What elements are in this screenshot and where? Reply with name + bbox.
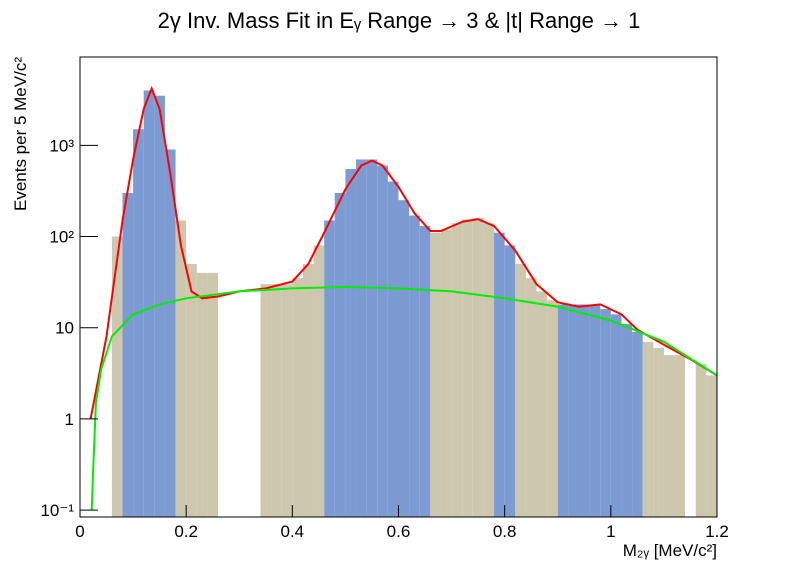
bar — [154, 95, 165, 517]
bar — [547, 300, 558, 517]
bar — [451, 223, 463, 517]
bar — [504, 245, 516, 517]
bar — [356, 159, 367, 517]
bar — [196, 272, 208, 517]
bar — [122, 193, 134, 517]
bar — [281, 284, 293, 517]
bar — [610, 314, 622, 517]
y-tick-label: 10⁻¹ — [40, 501, 74, 520]
bar — [207, 272, 219, 517]
bar — [653, 347, 664, 517]
y-tick-label: 10 — [55, 319, 74, 338]
bar — [387, 181, 399, 517]
bar — [398, 200, 410, 517]
y-tick-label: 10² — [49, 228, 74, 247]
bar — [440, 229, 452, 517]
bar — [525, 278, 537, 517]
bar — [578, 304, 590, 517]
bar — [483, 223, 495, 517]
bar — [345, 168, 357, 517]
x-tick-label: 0 — [75, 522, 84, 541]
fit-curve — [90, 285, 717, 511]
bar — [377, 165, 388, 517]
bar — [462, 219, 473, 517]
bar — [409, 215, 420, 517]
bar — [600, 309, 611, 517]
bar — [589, 304, 601, 517]
bar — [621, 323, 633, 517]
bar — [568, 304, 579, 517]
fit-curve — [89, 85, 717, 420]
bar — [90, 418, 102, 517]
bar — [557, 304, 569, 517]
x-tick-label: 0.4 — [281, 522, 305, 541]
x-tick-label: 1.2 — [705, 522, 729, 541]
bar — [419, 226, 431, 517]
bar — [494, 232, 505, 517]
y-tick-label: 1 — [65, 410, 74, 429]
bar — [334, 193, 346, 517]
bar — [674, 355, 686, 517]
bar — [292, 278, 303, 517]
bar — [313, 245, 325, 517]
bar — [632, 331, 643, 517]
bar — [536, 291, 548, 517]
bar — [324, 220, 335, 517]
bar — [218, 278, 229, 517]
bar — [271, 284, 282, 517]
bar — [472, 217, 484, 517]
bar — [685, 363, 696, 517]
bar — [111, 236, 123, 517]
bar — [706, 375, 717, 517]
bar — [175, 220, 187, 517]
bar — [663, 355, 675, 517]
bar — [101, 327, 112, 517]
x-axis-label: M₂ᵧ [MeV/c²] — [623, 541, 717, 560]
plot-area — [89, 85, 717, 517]
bar — [695, 363, 707, 517]
y-axis-label: Events per 5 MeV/c² — [11, 57, 30, 211]
y-tick-label: 10³ — [49, 136, 74, 155]
bar — [260, 284, 272, 517]
bar — [430, 232, 441, 517]
bar — [186, 263, 197, 517]
x-tick-label: 0.2 — [174, 522, 198, 541]
chart-title: 2γ Inv. Mass Fit in Eᵧ Range → 3 & |t| R… — [158, 8, 641, 33]
bar — [249, 284, 261, 517]
bar — [239, 278, 250, 517]
bar — [143, 90, 155, 517]
bar — [642, 341, 654, 517]
bar — [302, 263, 314, 517]
x-tick-label: 0.6 — [387, 522, 411, 541]
bar — [164, 149, 176, 517]
bar — [366, 159, 378, 517]
bar — [228, 278, 240, 517]
bar — [133, 129, 144, 517]
x-tick-label: 0.8 — [493, 522, 517, 541]
x-tick-label: 1 — [606, 522, 615, 541]
bar — [515, 263, 526, 517]
